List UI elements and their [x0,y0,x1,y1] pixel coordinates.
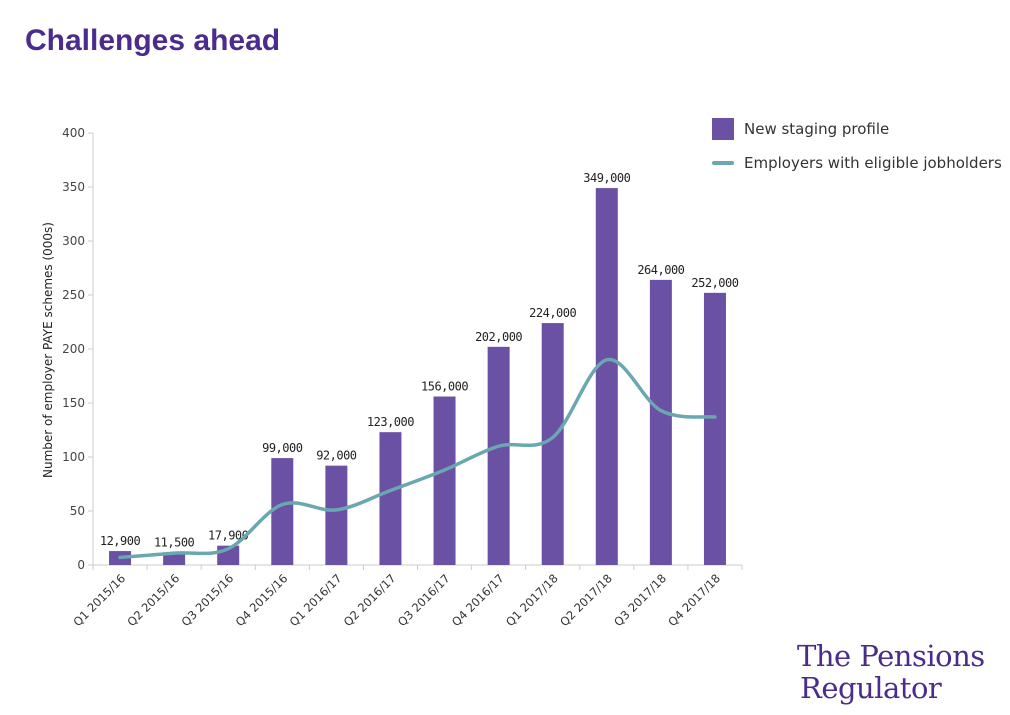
x-tick-label: Q2 2017/18 [557,571,615,629]
legend-item-line: Employers with eligible jobholders [712,152,1002,174]
y-tick-label: 250 [62,288,85,302]
y-tick-label: 0 [77,558,85,572]
x-tick-label: Q3 2015/16 [178,571,236,629]
bar [595,188,618,565]
x-tick-label: Q4 2015/16 [233,571,291,629]
legend-item-bars: New staging profile [712,118,1002,140]
bar-data-label: 202,000 [475,330,522,344]
bar-data-label: 224,000 [529,306,576,320]
page-title: Challenges ahead [25,24,281,57]
bar [649,279,672,565]
logo-line-1: The Pensions [797,639,985,673]
line-series [118,358,717,560]
y-tick-label: 200 [62,342,85,356]
y-tick-label: 150 [62,396,85,410]
bar-data-label: 17,900 [208,529,249,543]
x-tick-label: Q4 2016/17 [449,571,507,629]
x-tick-label: Q2 2016/17 [341,571,399,629]
bars-series [109,188,726,565]
bar-data-label: 12,900 [100,534,141,548]
bar [487,346,510,565]
x-tick-label: Q1 2017/18 [503,571,561,629]
x-tick-label: Q4 2017/18 [665,571,723,629]
y-axis: 0 50 100 150 200 250 300 350 400 [62,126,94,572]
logo-line-2: Regulator [800,671,942,705]
x-tick-label: Q1 2015/16 [70,571,128,629]
bar [703,292,726,565]
x-tick-label: Q3 2016/17 [395,571,453,629]
bar [379,432,402,565]
bar-data-label: 11,500 [154,536,195,550]
y-tick-label: 400 [62,126,85,140]
y-tick-label: 100 [62,450,85,464]
bar [163,552,186,565]
bar [325,465,348,565]
y-tick-label: 50 [70,504,85,518]
legend-label-line: Employers with eligible jobholders [744,154,1002,172]
bar-data-label: 123,000 [367,415,414,429]
bar-data-label: 156,000 [421,380,468,394]
bar [433,396,456,565]
legend-swatch-line [712,161,734,165]
bar-data-label: 349,000 [583,171,630,185]
y-tick-label: 300 [62,234,85,248]
bar [271,458,294,565]
x-tick-label: Q2 2015/16 [124,571,182,629]
pensions-regulator-logo: The Pensions Regulator [797,640,985,704]
line-employers-with-eligible-jobholders [118,358,717,560]
x-tick-label: Q3 2017/18 [611,571,669,629]
bar [541,323,564,565]
y-axis-label: Number of employer PAYE schemes (000s) [41,222,55,478]
bar-data-label: 92,000 [316,449,357,463]
legend: New staging profile Employers with eligi… [712,118,1002,186]
bar-data-labels: 12,900 11,500 17,900 99,000 92,000 123,000 156… [100,171,739,550]
bar-data-label: 252,000 [691,276,738,290]
bar-data-label: 99,000 [262,441,303,455]
x-tick-label: Q1 2016/17 [287,571,345,629]
y-tick-label: 350 [62,180,85,194]
legend-swatch-bar [712,118,734,140]
legend-label-bars: New staging profile [744,120,890,138]
bar-data-label: 264,000 [637,263,684,277]
